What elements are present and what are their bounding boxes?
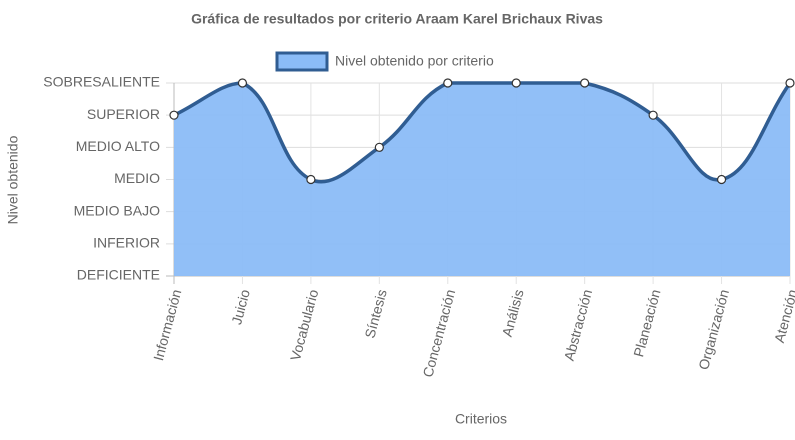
x-tick-label: Atención	[771, 288, 795, 345]
x-tick-label: Organización	[695, 288, 732, 372]
x-tick-label: Síntesis	[361, 288, 389, 340]
x-axis-label: Criterios	[455, 411, 507, 427]
point	[169, 110, 179, 120]
x-tick-label: Abstracción	[561, 288, 595, 363]
legend-label: Nivel obtenido por criterio	[335, 53, 494, 69]
x-tick-label: Información	[150, 288, 184, 363]
x-tick-label: Análisis	[499, 288, 527, 339]
legend-swatch	[275, 51, 329, 72]
x-tick-label: Vocabulario	[287, 287, 321, 362]
y-axis-label: Nivel obtenido	[5, 135, 21, 224]
point	[785, 78, 795, 88]
y-tick-label: MEDIO BAJO	[74, 202, 160, 218]
point	[511, 78, 521, 88]
area	[174, 83, 790, 276]
y-tick-label: SUPERIOR	[87, 106, 160, 122]
point	[716, 174, 727, 185]
y-tick-label: INFERIOR	[93, 235, 160, 251]
point	[443, 78, 453, 88]
x-tick-label: Planeación	[630, 288, 663, 359]
x-tick-label: Juicio	[228, 287, 253, 326]
x-tick-label: Concentración	[419, 288, 458, 379]
point	[306, 174, 316, 185]
point	[374, 142, 384, 152]
y-tick-label: MEDIO ALTO	[76, 138, 160, 154]
y-tick-label: DEFICIENTE	[77, 267, 160, 283]
chart-title: Gráfica de resultados por criterio Araam…	[191, 11, 603, 27]
point	[580, 78, 590, 88]
point	[237, 78, 248, 88]
point	[648, 110, 658, 120]
line	[173, 81, 792, 184]
y-tick-label: MEDIO	[114, 170, 160, 186]
y-tick-label: SOBRESALIENTE	[43, 74, 160, 90]
